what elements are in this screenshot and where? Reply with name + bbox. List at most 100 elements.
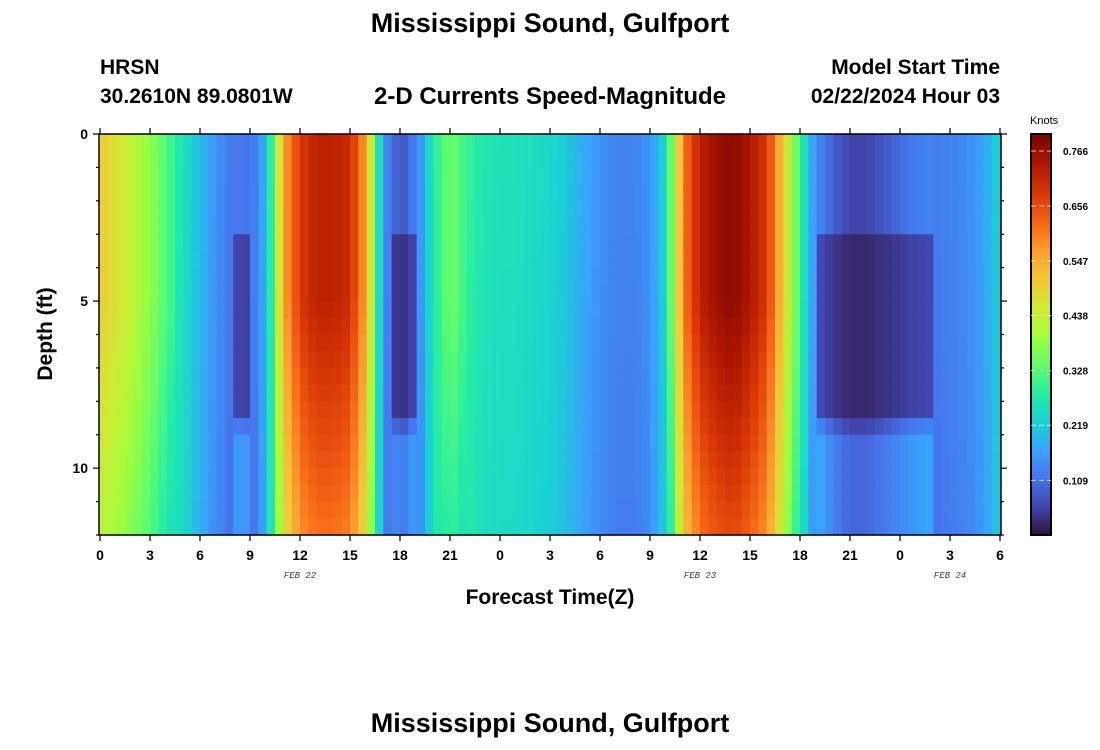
heatmap-cell bbox=[408, 150, 418, 169]
heatmap-cell bbox=[183, 334, 193, 352]
heatmap-cell bbox=[258, 334, 268, 352]
heatmap-cell bbox=[758, 501, 768, 519]
heatmap-cell bbox=[866, 351, 876, 369]
heatmap-cell bbox=[658, 267, 668, 285]
heatmap-cell bbox=[350, 418, 359, 436]
heatmap-cell bbox=[658, 234, 668, 252]
heatmap-cell bbox=[100, 468, 109, 486]
heatmap-cell bbox=[791, 468, 801, 486]
heatmap-cell bbox=[216, 167, 226, 185]
heatmap-cell bbox=[100, 301, 109, 319]
heatmap-cell bbox=[716, 267, 726, 285]
heatmap-cell bbox=[650, 418, 659, 436]
heatmap-cell bbox=[708, 134, 718, 152]
heatmap-cell bbox=[975, 518, 984, 536]
heatmap-cell bbox=[866, 367, 876, 386]
heatmap-cell bbox=[341, 518, 351, 536]
heatmap-cell bbox=[500, 284, 509, 302]
heatmap-cell bbox=[466, 401, 476, 419]
heatmap-cell bbox=[558, 334, 568, 352]
heatmap-cell bbox=[983, 167, 993, 185]
heatmap-cell bbox=[233, 317, 243, 336]
heatmap-cell bbox=[458, 418, 468, 436]
heatmap-cell bbox=[425, 250, 434, 269]
heatmap-cell bbox=[200, 184, 209, 202]
heatmap-cell bbox=[458, 434, 468, 453]
heatmap-cell bbox=[708, 200, 718, 219]
heatmap-cell bbox=[566, 284, 576, 302]
heatmap-cell bbox=[991, 200, 1001, 219]
heatmap-cell bbox=[266, 367, 276, 386]
heatmap-cell bbox=[483, 384, 493, 402]
heatmap-cell bbox=[891, 518, 901, 536]
heatmap-cell bbox=[566, 217, 576, 235]
heatmap-cell bbox=[775, 351, 784, 369]
heatmap-cell bbox=[408, 284, 418, 302]
heatmap-cell bbox=[158, 301, 168, 319]
heatmap-cell bbox=[708, 250, 718, 269]
heatmap-cell bbox=[541, 184, 551, 202]
heatmap-cell bbox=[358, 418, 368, 436]
heatmap-cell bbox=[450, 267, 459, 285]
heatmap-cell bbox=[858, 468, 868, 486]
heatmap-cell bbox=[908, 134, 918, 152]
heatmap-cell bbox=[100, 284, 109, 302]
heatmap-cell bbox=[541, 518, 551, 536]
heatmap-cell bbox=[191, 351, 201, 369]
heatmap-cell bbox=[125, 451, 134, 469]
heatmap-cell bbox=[575, 451, 584, 469]
heatmap-cell bbox=[908, 484, 918, 503]
heatmap-cell bbox=[933, 200, 943, 219]
heatmap-cell bbox=[900, 384, 909, 402]
heatmap-cell bbox=[283, 351, 293, 369]
heatmap-cell bbox=[658, 150, 668, 169]
heatmap-cell bbox=[991, 267, 1001, 285]
heatmap-cell bbox=[433, 200, 443, 219]
heatmap-cell bbox=[950, 301, 959, 319]
heatmap-cell bbox=[125, 468, 134, 486]
heatmap-cell bbox=[575, 418, 584, 436]
heatmap-cell bbox=[666, 384, 676, 402]
heatmap-cell bbox=[658, 184, 668, 202]
heatmap-cell bbox=[958, 484, 968, 503]
heatmap-cell bbox=[516, 518, 526, 536]
heatmap-cell bbox=[691, 167, 701, 185]
heatmap-cell bbox=[275, 167, 284, 185]
heatmap-cell bbox=[658, 518, 668, 536]
heatmap-cell bbox=[966, 267, 976, 285]
heatmap-cell bbox=[225, 134, 234, 152]
heatmap-cell bbox=[400, 284, 409, 302]
heatmap-cell bbox=[925, 451, 934, 469]
heatmap-cell bbox=[366, 418, 376, 436]
heatmap-cell bbox=[841, 518, 851, 536]
heatmap-cell bbox=[100, 184, 109, 202]
heatmap-cell bbox=[275, 384, 284, 402]
heatmap-cell bbox=[183, 351, 193, 369]
heatmap-cell bbox=[300, 200, 309, 219]
heatmap-cell bbox=[350, 468, 359, 486]
heatmap-cell bbox=[625, 351, 634, 369]
heatmap-cell bbox=[508, 250, 518, 269]
heatmap-cell bbox=[958, 234, 968, 252]
heatmap-cell bbox=[683, 334, 693, 352]
heatmap-cell bbox=[133, 250, 143, 269]
heatmap-cell bbox=[591, 484, 601, 503]
heatmap-cell bbox=[983, 284, 993, 302]
heatmap-cell bbox=[291, 234, 301, 252]
heatmap-cell bbox=[383, 284, 393, 302]
chart-subtitle: 2-D Currents Speed-Magnitude bbox=[373, 83, 727, 110]
heatmap-cell bbox=[325, 367, 334, 386]
heatmap-cell bbox=[125, 418, 134, 436]
heatmap-cell bbox=[591, 334, 601, 352]
heatmap-cell bbox=[408, 484, 418, 503]
heatmap-cell bbox=[233, 418, 243, 436]
heatmap-cell bbox=[766, 301, 776, 319]
heatmap-cell bbox=[191, 250, 201, 269]
heatmap-cell bbox=[975, 234, 984, 252]
heatmap-cell bbox=[775, 384, 784, 402]
heatmap-cell bbox=[791, 134, 801, 152]
heatmap-cell bbox=[650, 284, 659, 302]
heatmap-cell bbox=[650, 317, 659, 336]
heatmap-cell bbox=[358, 167, 368, 185]
heatmap-cell bbox=[241, 234, 251, 252]
